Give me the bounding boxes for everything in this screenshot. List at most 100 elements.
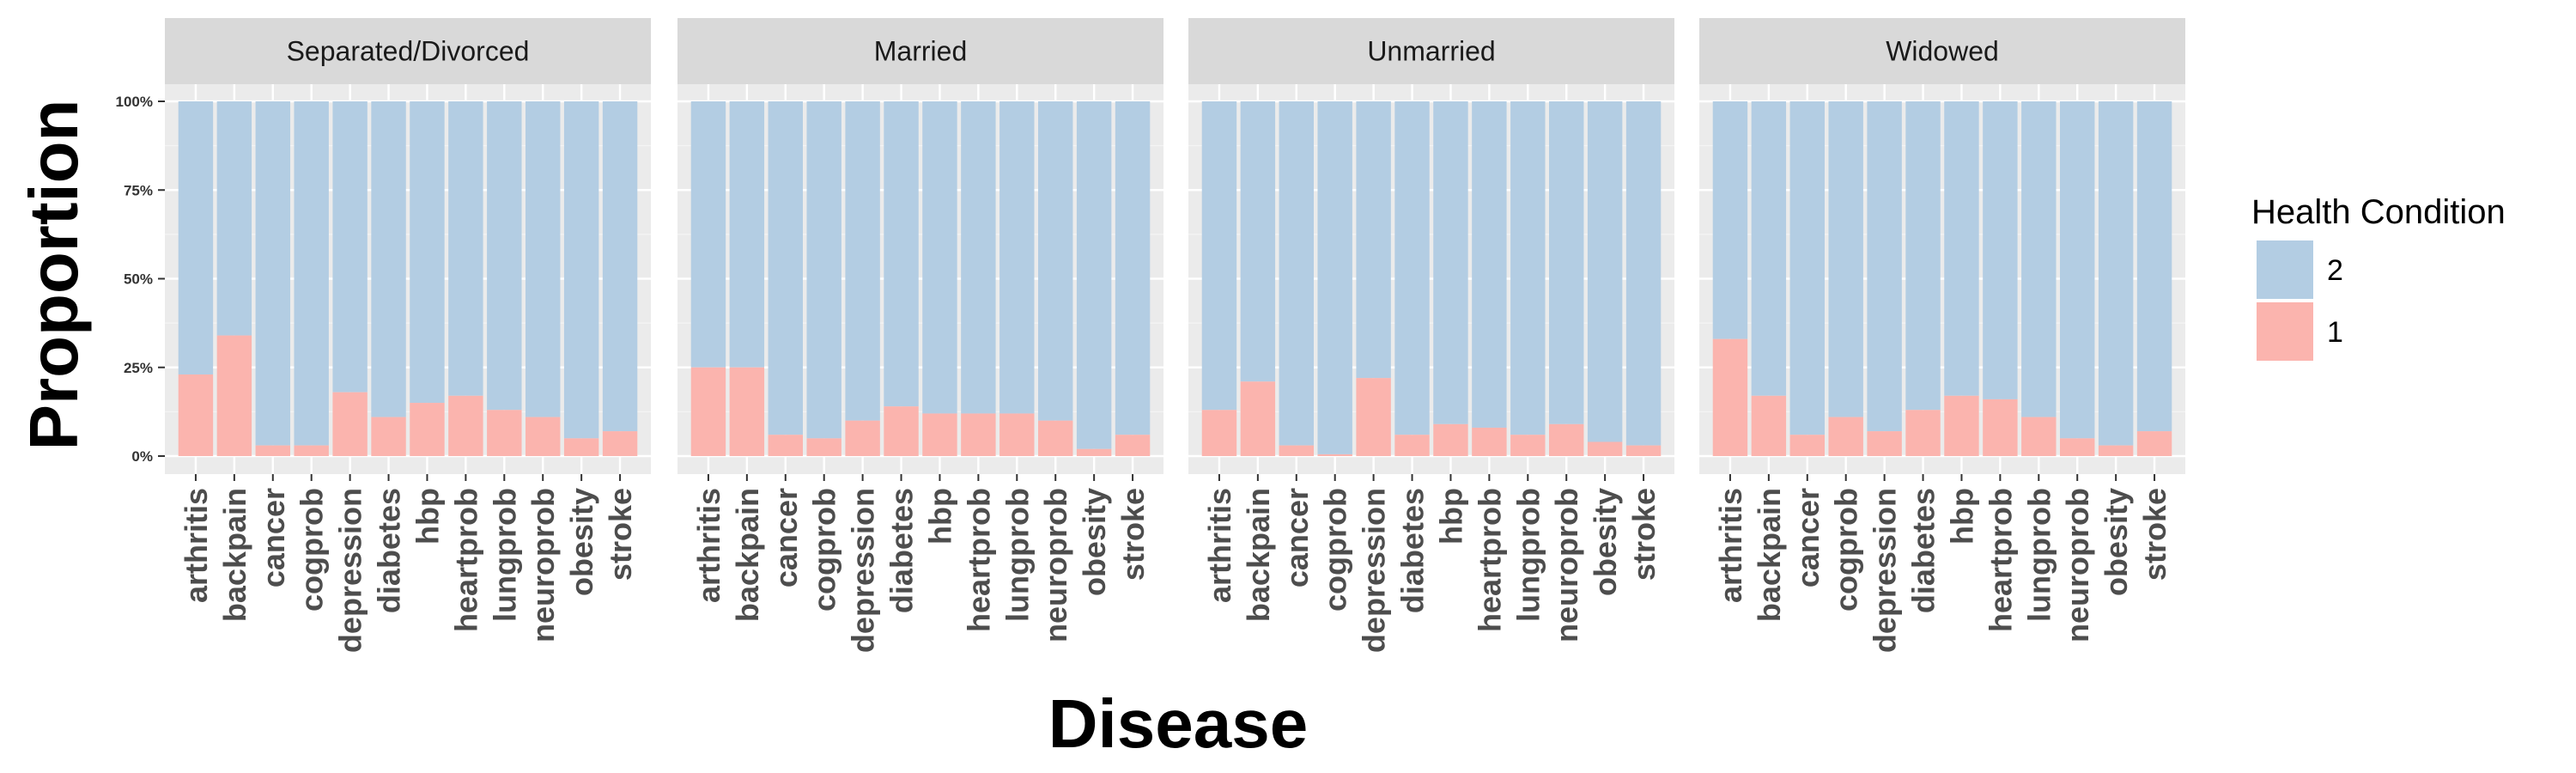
x-tick-label: stroke [603,488,638,581]
x-tick-label: obesity [564,488,599,596]
x-tick-label: arthritis [1713,488,1748,603]
bar-segment-1 [806,438,841,456]
bar-segment-1 [2136,431,2172,456]
bar-segment-2 [1789,101,1825,435]
bar-segment-2 [448,101,483,396]
x-tick-label: backpain [1241,488,1276,622]
bar-segment-1 [1712,338,1748,456]
bar-segment-1 [1317,453,1352,456]
bar-segment-2 [1076,101,1112,449]
bar-segment-1 [1549,423,1584,456]
bar-segment-2 [1944,101,1979,396]
bar-segment-2 [563,101,599,439]
bar-segment-1 [2021,417,2057,456]
bar-segment-2 [922,101,957,414]
x-tick-label: cancer [256,488,291,587]
x-tick-label: stroke [1115,488,1151,581]
bar-segment-1 [884,406,919,456]
bar-segment-2 [1240,101,1276,382]
bar-segment-1 [1356,378,1391,456]
x-tick-label: backpain [1752,488,1787,622]
bar-segment-1 [1038,420,1073,456]
bar-segment-2 [1828,101,1863,417]
x-tick-label: hbp [410,488,445,545]
facet-panel: Separated/Divorced [165,18,651,474]
bar-segment-1 [526,417,561,456]
bar-segment-1 [2060,438,2095,456]
x-axis: arthritis backpain cancer cogprob depression… [179,474,2172,653]
bar-segment-2 [255,101,290,446]
x-tick-label: hbp [1433,488,1468,545]
x-tick-label: diabetes [1395,488,1431,613]
bar-segment-2 [216,101,252,336]
bar-segment-1 [729,367,765,456]
x-tick-label: neuroprob [1549,488,1584,642]
bar-segment-2 [332,101,368,393]
bar-segment-2 [884,101,919,407]
bar-segment-1 [1201,410,1237,456]
bar-segment-2 [2136,101,2172,432]
bar-segment-1 [1587,441,1623,456]
x-tick-label: stroke [1626,488,1662,581]
facet-strip [677,18,1163,84]
bar-segment-2 [1625,101,1662,446]
bar-segment-2 [1394,101,1430,435]
x-tick-label: heartprob [1472,488,1507,632]
bar-segment-2 [845,101,880,421]
bar-segment-1 [1076,448,1112,456]
x-tick-label: depression [333,488,368,653]
x-tick-label: depression [1868,488,1903,653]
bar-segment-2 [2021,101,2057,417]
x-tick-label: diabetes [372,488,407,613]
bar-segment-2 [1549,101,1584,424]
facet-panel: Widowed [1699,18,2185,474]
bar-segment-1 [410,403,445,456]
bar-segment-1 [216,335,252,456]
facet-panel: Unmarried [1188,18,1674,474]
x-tick-label: depression [846,488,881,653]
bar-segment-2 [768,101,803,435]
bar-segment-1 [1828,417,1863,456]
y-tick-label: 0% [131,448,153,465]
x-tick-label: cancer [1279,488,1315,587]
bar-segment-1 [1625,445,1662,456]
facet-panels: Separated/Divorced Married Unmarried Widowe… [165,18,2185,474]
x-tick-label: heartprob [1983,488,2018,632]
bar-segment-1 [332,392,368,456]
facet-strip [1699,18,2185,84]
y-tick-label: 50% [124,271,153,288]
x-tick-label: neuroprob [526,488,561,642]
bar-segment-2 [729,101,765,368]
x-tick-label: arthritis [691,488,726,603]
bar-segment-1 [1394,435,1430,456]
bar-segment-2 [1751,101,1787,396]
x-tick-label: lungprob [1510,488,1546,622]
bar-segment-1 [448,395,483,456]
facet-strip [1188,18,1674,84]
x-tick-label: backpain [217,488,252,622]
bar-segment-2 [2060,101,2095,439]
bar-segment-1 [371,417,406,456]
bar-segment-2 [1317,101,1352,454]
bar-segment-2 [294,101,329,446]
y-tick-label: 25% [124,360,153,376]
legend: Health Condition 2 1 [2251,193,2506,361]
x-tick-label: cancer [1790,488,1826,587]
bar-segment-2 [1867,101,1902,432]
x-tick-label: obesity [2099,488,2134,596]
bar-segment-2 [487,101,522,411]
x-tick-label: cogprob [295,488,330,612]
y-tick-label: 100% [116,94,153,110]
facet-strip-label: Married [874,36,967,67]
bar-segment-2 [806,101,841,439]
bar-segment-2 [1115,101,1151,435]
x-axis-title: Disease [1048,685,1308,762]
x-tick-label: lungprob [999,488,1035,622]
bar-segment-1 [1433,423,1468,456]
x-tick-label: arthritis [179,488,214,603]
x-tick-label: arthritis [1202,488,1237,603]
bar-segment-2 [961,101,996,414]
bar-segment-2 [1983,101,2018,399]
x-tick-label: heartprob [961,488,996,632]
bar-segment-2 [1905,101,1941,411]
